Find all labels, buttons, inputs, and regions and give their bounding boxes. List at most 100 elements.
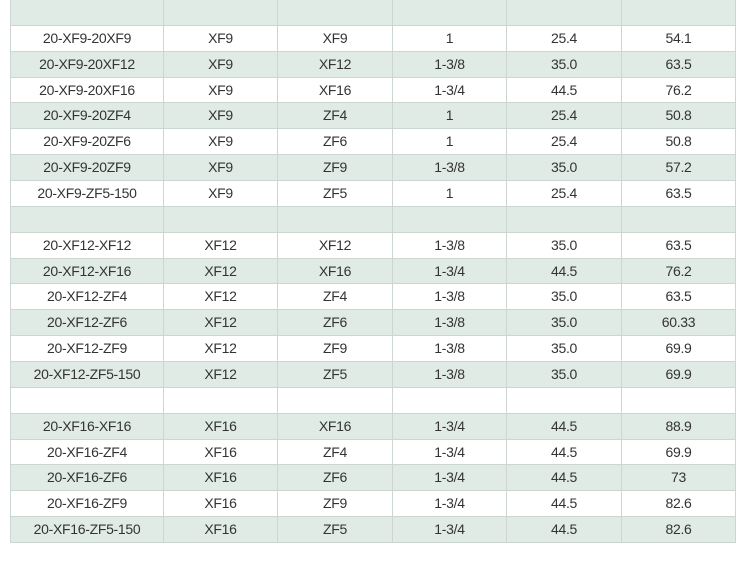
table-cell: 63.5 bbox=[622, 51, 736, 78]
table-cell: 44.5 bbox=[507, 77, 622, 104]
table-cell: ZF4 bbox=[278, 103, 393, 130]
table-cell: 63.5 bbox=[622, 180, 736, 207]
table-cell: 44.5 bbox=[507, 258, 622, 285]
table-cell bbox=[393, 0, 507, 26]
table-cell bbox=[278, 206, 393, 233]
table-cell: XF12 bbox=[164, 336, 278, 362]
table-cell: 20-XF9-20ZF6 bbox=[10, 129, 164, 156]
table-cell: 1-3/8 bbox=[393, 232, 507, 259]
table-cell: XF9 bbox=[164, 51, 278, 78]
table-cell: ZF5 bbox=[278, 517, 393, 543]
table-cell: 60.33 bbox=[622, 310, 736, 337]
table-cell: XF16 bbox=[164, 439, 278, 466]
table-cell: 20-XF16-XF16 bbox=[10, 413, 164, 440]
table-cell: XF9 bbox=[164, 25, 278, 52]
table-cell: XF9 bbox=[164, 155, 278, 181]
table-cell: ZF9 bbox=[278, 155, 393, 181]
table-cell: 25.4 bbox=[507, 129, 622, 156]
table-cell: 1-3/8 bbox=[393, 284, 507, 311]
table-cell: 44.5 bbox=[507, 413, 622, 440]
table-cell: 44.5 bbox=[507, 517, 622, 543]
table-cell: 25.4 bbox=[507, 103, 622, 130]
table-row: 20-XF9-20XF9 XF9 XF9 1 25.4 54.1 bbox=[10, 25, 736, 52]
table-row: 20-XF12-ZF6 XF12 ZF6 1-3/8 35.0 60.33 bbox=[10, 310, 736, 337]
table-cell: XF12 bbox=[164, 258, 278, 285]
table-cell: 1 bbox=[393, 103, 507, 130]
table-cell: XF12 bbox=[164, 361, 278, 388]
table-cell: 73 bbox=[622, 465, 736, 492]
table-cell: XF12 bbox=[164, 284, 278, 311]
table-cell: 20-XF12-XF12 bbox=[10, 232, 164, 259]
table-cell: 35.0 bbox=[507, 51, 622, 78]
table-cell: 88.9 bbox=[622, 413, 736, 440]
table-cell: 35.0 bbox=[507, 155, 622, 181]
table-cell: 35.0 bbox=[507, 336, 622, 362]
table-cell bbox=[278, 0, 393, 26]
table-cell: 20-XF9-20ZF4 bbox=[10, 103, 164, 130]
table-row: 20-XF16-ZF6 XF16 ZF6 1-3/4 44.5 73 bbox=[10, 465, 736, 492]
table-cell: XF16 bbox=[278, 77, 393, 104]
table-cell bbox=[622, 387, 736, 414]
table-cell: 1-3/4 bbox=[393, 77, 507, 104]
table-cell: 63.5 bbox=[622, 232, 736, 259]
table-cell: 1-3/4 bbox=[393, 465, 507, 492]
table-row: 20-XF9-20XF16 XF9 XF16 1-3/4 44.5 76.2 bbox=[10, 77, 736, 104]
table-cell: 76.2 bbox=[622, 77, 736, 104]
table-cell: ZF4 bbox=[278, 284, 393, 311]
table-row: 20-XF12-ZF4 XF12 ZF4 1-3/8 35.0 63.5 bbox=[10, 284, 736, 311]
table-cell: 25.4 bbox=[507, 25, 622, 52]
table-cell: 69.9 bbox=[622, 361, 736, 388]
table-cell: 35.0 bbox=[507, 232, 622, 259]
table-row: 20-XF9-20ZF9 XF9 ZF9 1-3/8 35.0 57.2 bbox=[10, 155, 736, 181]
table-row: 20-XF9-ZF5-150 XF9 ZF5 1 25.4 63.5 bbox=[10, 180, 736, 207]
table-cell: 20-XF9-ZF5-150 bbox=[10, 180, 164, 207]
table-cell bbox=[164, 206, 278, 233]
table-cell: 1-3/4 bbox=[393, 491, 507, 518]
table-cell: 20-XF9-20XF9 bbox=[10, 25, 164, 52]
table-cell: XF12 bbox=[278, 232, 393, 259]
table-cell bbox=[10, 206, 164, 233]
table-cell: 82.6 bbox=[622, 491, 736, 518]
table-cell: XF16 bbox=[164, 491, 278, 518]
table-cell: 63.5 bbox=[622, 284, 736, 311]
table-cell: 20-XF16-ZF6 bbox=[10, 465, 164, 492]
table-cell: 76.2 bbox=[622, 258, 736, 285]
table-cell bbox=[10, 0, 164, 26]
table-cell: 20-XF12-ZF9 bbox=[10, 336, 164, 362]
table-cell: XF9 bbox=[278, 25, 393, 52]
table-cell bbox=[164, 0, 278, 26]
table-cell: 1-3/4 bbox=[393, 517, 507, 543]
table-cell: XF12 bbox=[164, 232, 278, 259]
table-row bbox=[10, 0, 736, 26]
table-cell: 44.5 bbox=[507, 491, 622, 518]
table-cell: 69.9 bbox=[622, 439, 736, 466]
table-cell: XF9 bbox=[164, 129, 278, 156]
table-cell: 25.4 bbox=[507, 180, 622, 207]
table-cell: XF9 bbox=[164, 103, 278, 130]
table-cell: 20-XF9-20ZF9 bbox=[10, 155, 164, 181]
table-row: 20-XF12-XF16 XF12 XF16 1-3/4 44.5 76.2 bbox=[10, 258, 736, 285]
table-cell bbox=[164, 387, 278, 414]
table-cell: 1-3/8 bbox=[393, 361, 507, 388]
table-cell: 20-XF9-20XF12 bbox=[10, 51, 164, 78]
table-cell: 82.6 bbox=[622, 517, 736, 543]
table-row bbox=[10, 387, 736, 414]
table-cell: ZF5 bbox=[278, 180, 393, 207]
table-cell: 20-XF12-ZF5-150 bbox=[10, 361, 164, 388]
table-cell: 35.0 bbox=[507, 284, 622, 311]
table-cell: 54.1 bbox=[622, 25, 736, 52]
table-cell: 44.5 bbox=[507, 439, 622, 466]
table-cell bbox=[507, 387, 622, 414]
table-cell: 57.2 bbox=[622, 155, 736, 181]
table-cell: 35.0 bbox=[507, 361, 622, 388]
table-cell: XF9 bbox=[164, 77, 278, 104]
table-row: 20-XF12-ZF9 XF12 ZF9 1-3/8 35.0 69.9 bbox=[10, 336, 736, 362]
table-cell: 1 bbox=[393, 180, 507, 207]
table-cell: 20-XF12-XF16 bbox=[10, 258, 164, 285]
table-cell: ZF6 bbox=[278, 129, 393, 156]
table-cell: 1-3/8 bbox=[393, 310, 507, 337]
table-cell: 1 bbox=[393, 25, 507, 52]
table-cell: XF16 bbox=[164, 517, 278, 543]
table-cell: 20-XF16-ZF4 bbox=[10, 439, 164, 466]
